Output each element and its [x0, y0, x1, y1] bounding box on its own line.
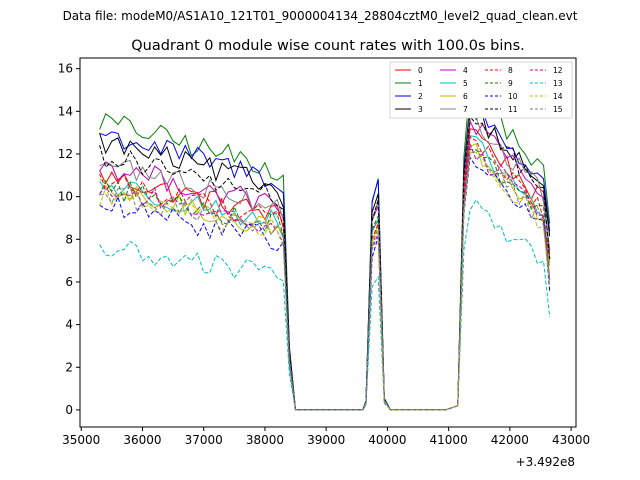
- x-tick-label: 36000: [123, 433, 161, 447]
- legend-label-6: 6: [463, 92, 468, 101]
- y-tick-label: 0: [65, 403, 73, 417]
- x-axis: 35000 36000 37000 38000 39000 40000 41000 42000…: [62, 427, 590, 447]
- series-line-5: [99, 135, 551, 411]
- series-line-12: [99, 143, 551, 411]
- legend-label-14: 14: [553, 92, 563, 101]
- legend-label-1: 1: [418, 79, 423, 88]
- x-tick-label: 38000: [246, 433, 284, 447]
- y-axis: 0 2 4 6 8 10 12 14 16: [58, 62, 80, 417]
- y-tick-label: 2: [65, 360, 73, 374]
- series-lines: [99, 79, 551, 411]
- y-tick-label: 10: [58, 190, 73, 204]
- series-line-3: [99, 102, 551, 411]
- y-tick-label: 16: [58, 62, 73, 76]
- series-line-8: [99, 136, 551, 411]
- legend-label-0: 0: [418, 66, 423, 75]
- legend-label-12: 12: [553, 66, 563, 75]
- x-tick-label: 37000: [185, 433, 223, 447]
- series-line-9: [99, 148, 551, 411]
- x-axis-offset-label: +3.492e8: [516, 455, 575, 469]
- x-tick-label: 35000: [62, 433, 100, 447]
- x-tick-label: 42000: [491, 433, 529, 447]
- plot-frame: [79, 57, 577, 428]
- x-tick-label: 43000: [552, 433, 590, 447]
- legend-label-9: 9: [508, 79, 513, 88]
- x-tick-label: 39000: [307, 433, 345, 447]
- y-tick-label: 14: [58, 104, 73, 118]
- series-line-14: [99, 151, 551, 411]
- series-line-1: [99, 79, 551, 411]
- x-tick-label: 40000: [368, 433, 406, 447]
- x-tick-label: 41000: [430, 433, 468, 447]
- legend-label-11: 11: [508, 105, 518, 114]
- y-tick-label: 8: [65, 232, 73, 246]
- series-line-11: [99, 115, 551, 411]
- y-tick-label: 12: [58, 147, 73, 161]
- legend-label-2: 2: [418, 92, 423, 101]
- legend-label-7: 7: [463, 105, 468, 114]
- legend-label-4: 4: [463, 66, 468, 75]
- chart-title: Quadrant 0 module wise count rates with …: [131, 38, 525, 54]
- legend-label-13: 13: [553, 79, 563, 88]
- series-line-10: [99, 156, 551, 411]
- series-line-15: [99, 150, 551, 411]
- legend-label-8: 8: [508, 66, 513, 75]
- legend-label-15: 15: [553, 105, 563, 114]
- series-line-13: [99, 198, 551, 411]
- legend-label-5: 5: [463, 79, 468, 88]
- y-tick-label: 6: [65, 275, 73, 289]
- figure-suptitle: Data file: modeM0/AS1A10_121T01_90000041…: [63, 9, 578, 23]
- legend-label-10: 10: [508, 92, 518, 101]
- y-tick-label: 4: [65, 318, 73, 332]
- legend-label-3: 3: [418, 105, 423, 114]
